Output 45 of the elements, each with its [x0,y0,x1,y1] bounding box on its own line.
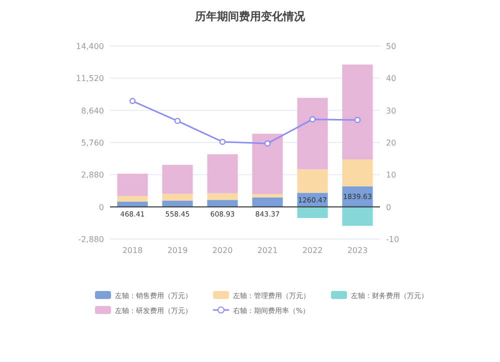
y2-tick-label: 50 [386,42,396,51]
bar [207,193,238,200]
y-tick-label: 8,640 [81,106,104,116]
y2-tick-label: 20 [386,138,396,148]
point [129,98,136,104]
y2-tick-label: 30 [386,106,396,116]
bar [117,202,148,207]
y-tick-label: 5,760 [81,138,104,148]
x-tick-label: 2020 [212,246,233,255]
bar [252,194,283,198]
bar [162,194,193,201]
chart-title: 历年期间费用变化情况 [194,10,306,23]
y-tick-label: 0 [98,202,104,212]
bar [342,159,373,186]
bar [162,164,193,194]
bar [342,206,373,226]
bar [207,154,238,194]
bar [162,200,193,207]
y2-tick-label: 40 [386,74,396,84]
x-tick-label: 2023 [347,246,368,255]
point [174,118,181,124]
y2-tick-label: 10 [386,170,396,180]
y-tick-label: 11,520 [76,74,104,84]
x-tick-label: 2021 [257,246,278,255]
bar [252,197,283,207]
y-tick-label: 14,400 [76,42,104,51]
x-tick-label: 2022 [302,246,323,255]
bar [297,169,328,193]
bar [297,98,328,170]
y2-tick-label: -10 [386,235,400,244]
bar [297,206,328,218]
x-tick-label: 2019 [167,246,188,255]
bar [342,64,373,160]
bar [207,200,238,207]
y-tick-label: -2,880 [78,235,104,244]
point [354,116,361,124]
bar [117,174,148,196]
point [264,140,271,147]
bar [252,134,283,194]
y-tick-label: 2,880 [81,170,104,180]
x-tick-label: 2018 [122,246,143,255]
point [309,116,316,122]
y2-tick-label: 0 [386,202,392,212]
point [219,138,226,145]
bar [117,196,148,202]
